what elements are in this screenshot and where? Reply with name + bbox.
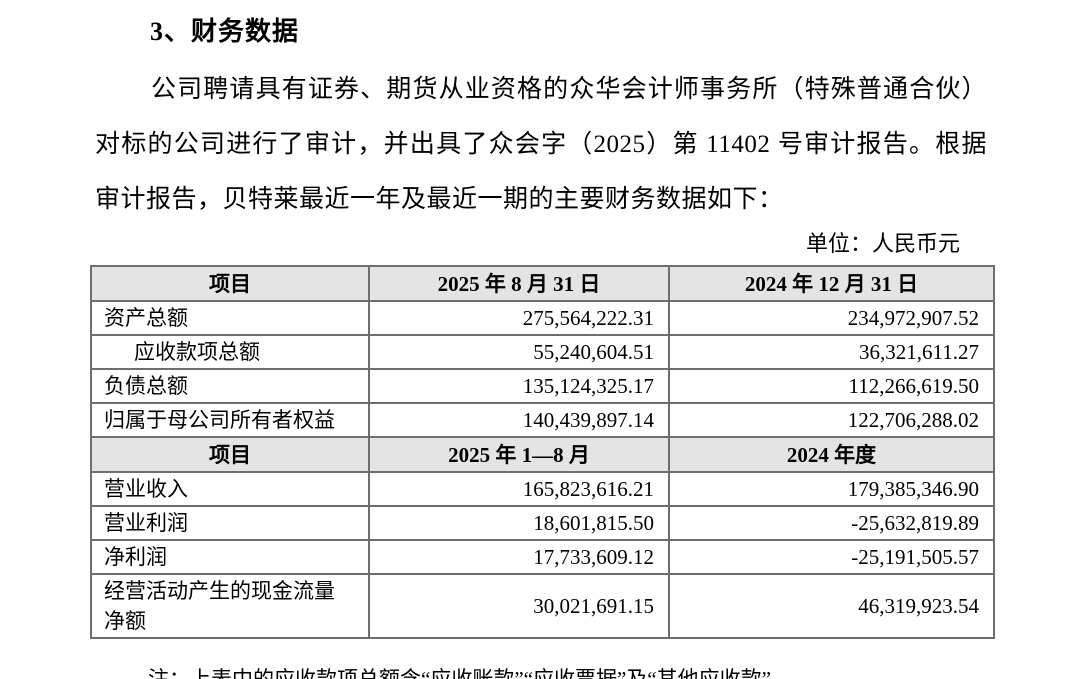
row-label: 负债总额 <box>90 368 370 404</box>
row-value-period1: 275,564,222.31 <box>368 300 670 336</box>
income-header-row: 项目 2025 年 1—8 月 2024 年度 <box>90 436 995 473</box>
column-header-period2: 2024 年 12 月 31 日 <box>668 265 995 302</box>
row-value-period2: 36,321,611.27 <box>668 334 995 370</box>
row-value-period2: 46,319,923.54 <box>668 573 995 639</box>
table-row-net-profit: 净利润 17,733,609.12 -25,191,505.57 <box>90 539 995 575</box>
intro-paragraph: 公司聘请具有证券、期货从业资格的众华会计师事务所（特殊普通合伙）对标的公司进行了… <box>95 76 987 213</box>
balance-header-row: 项目 2025 年 8 月 31 日 2024 年 12 月 31 日 <box>90 265 995 302</box>
row-value-period2: 234,972,907.52 <box>668 300 995 336</box>
column-header-item: 项目 <box>90 436 370 473</box>
row-value-period1: 18,601,815.50 <box>368 505 670 541</box>
row-value-period1: 55,240,604.51 <box>368 334 670 370</box>
table-row-total-assets: 资产总额 275,564,222.31 234,972,907.52 <box>90 300 995 336</box>
section-title: 3、财务数据 <box>150 17 300 46</box>
row-value-period1: 140,439,897.14 <box>368 402 670 438</box>
row-value-period2: -25,632,819.89 <box>668 505 995 541</box>
row-value-period2: 179,385,346.90 <box>668 471 995 507</box>
row-value-period2: 112,266,619.50 <box>668 368 995 404</box>
table-row-operating-cash-flow: 经营活动产生的现金流量净额 30,021,691.15 46,319,923.5… <box>90 573 995 639</box>
table-row-operating-profit: 营业利润 18,601,815.50 -25,632,819.89 <box>90 505 995 541</box>
row-value-period1: 17,733,609.12 <box>368 539 670 575</box>
row-label: 营业收入 <box>90 471 370 507</box>
column-header-period1: 2025 年 1—8 月 <box>368 436 670 473</box>
table-row-total-liabilities: 负债总额 135,124,325.17 112,266,619.50 <box>90 368 995 404</box>
row-value-period2: -25,191,505.57 <box>668 539 995 575</box>
column-header-period2: 2024 年度 <box>668 436 995 473</box>
row-label: 营业利润 <box>90 505 370 541</box>
row-label: 资产总额 <box>90 300 370 336</box>
table-row-total-receivables: 应收款项总额 55,240,604.51 36,321,611.27 <box>90 334 995 370</box>
row-value-period1: 165,823,616.21 <box>368 471 670 507</box>
table-row-operating-revenue: 营业收入 165,823,616.21 179,385,346.90 <box>90 471 995 507</box>
financial-data-table: 项目 2025 年 8 月 31 日 2024 年 12 月 31 日 资产总额… <box>90 265 995 639</box>
row-label: 净利润 <box>90 539 370 575</box>
table-row-parent-equity: 归属于母公司所有者权益 140,439,897.14 122,706,288.0… <box>90 402 995 438</box>
row-label: 应收款项总额 <box>90 334 370 370</box>
row-value-period1: 30,021,691.15 <box>368 573 670 639</box>
row-value-period1: 135,124,325.17 <box>368 368 670 404</box>
row-label: 归属于母公司所有者权益 <box>90 402 370 438</box>
footnote: 注：上表中的应收款项总额含“应收账款”“应收票据”及“其他应收款”。 <box>148 667 792 679</box>
column-header-item: 项目 <box>90 265 370 302</box>
column-header-period1: 2025 年 8 月 31 日 <box>368 265 670 302</box>
row-label: 经营活动产生的现金流量净额 <box>90 573 370 639</box>
row-value-period2: 122,706,288.02 <box>668 402 995 438</box>
unit-label: 单位：人民币元 <box>805 231 960 256</box>
